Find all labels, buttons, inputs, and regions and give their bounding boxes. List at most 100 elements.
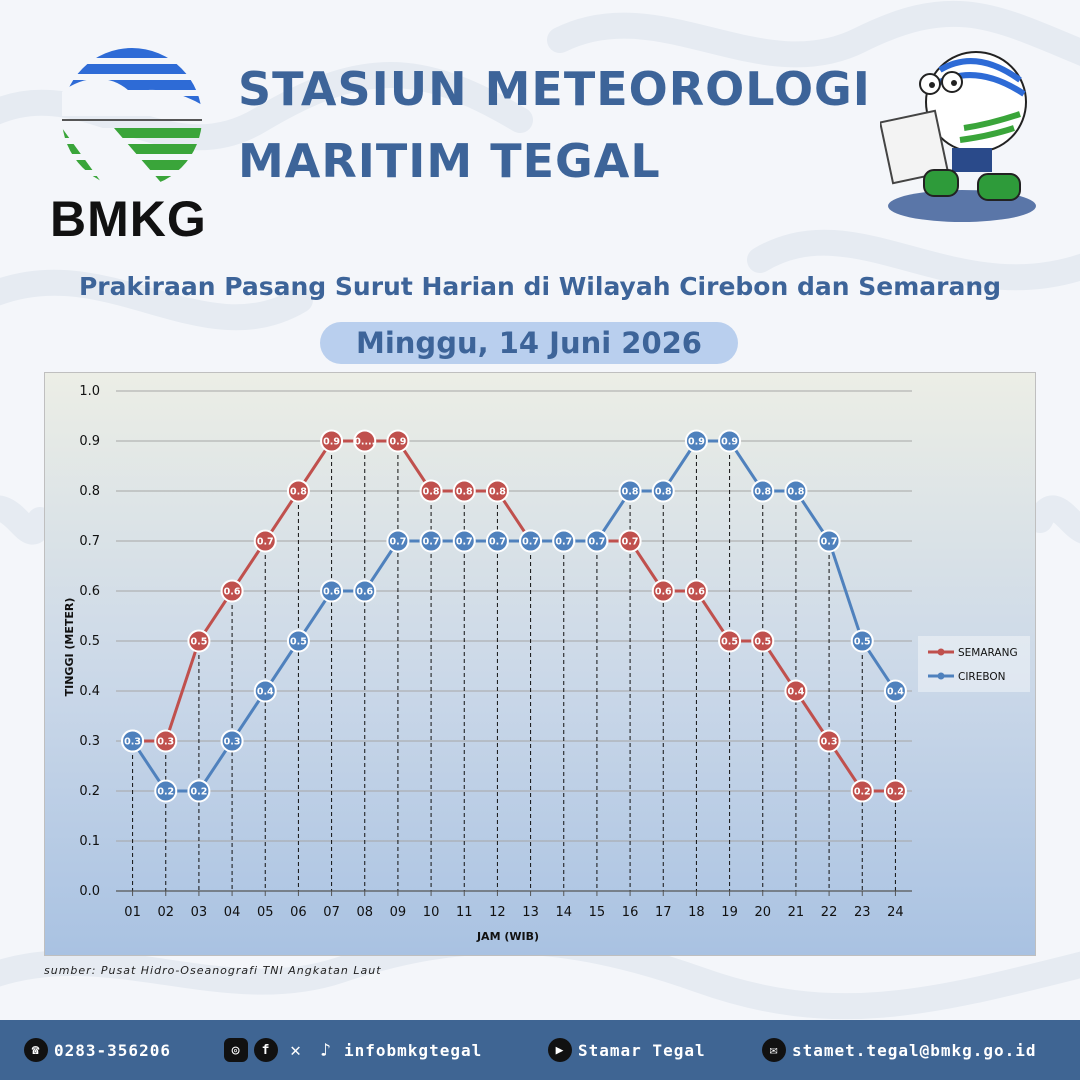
x-tick-label: 05 [257, 905, 274, 920]
data-point-semarang [220, 579, 244, 603]
data-point-semarang [320, 429, 344, 453]
data-point-semarang [386, 429, 410, 453]
data-label-cirebon: 0.7 [423, 537, 440, 548]
data-label-cirebon: 0.5 [854, 637, 871, 648]
tide-chart: 0.3 0.3 0.5 0.6 0.7 0.8 0.9 0.... 0.9 0.8 0.8 0.8 0.… [44, 372, 1036, 956]
data-label-cirebon: 0.2 [190, 787, 207, 798]
x-tick-label: 18 [688, 905, 705, 920]
station-title-line2: MARITIM TEGAL [238, 134, 661, 188]
data-point-semarang [684, 579, 708, 603]
data-label-cirebon: 0.4 [257, 687, 274, 698]
y-tick-label: 0.1 [79, 834, 100, 849]
legend-box [918, 636, 1030, 692]
data-point-cirebon [784, 479, 808, 503]
x-tick-label: 19 [721, 905, 738, 920]
footer-email[interactable]: ✉ stamet.tegal@bmkg.go.id [762, 1020, 1037, 1080]
forecast-subtitle: Prakiraan Pasang Surut Harian di Wilayah… [78, 272, 1002, 301]
data-label-cirebon: 0.7 [522, 537, 539, 548]
data-label-cirebon: 0.7 [489, 537, 506, 548]
data-label-cirebon: 0.8 [622, 487, 639, 498]
data-label-cirebon: 0.9 [688, 437, 705, 448]
legend-label-cirebon: CIREBON [958, 671, 1006, 683]
x-tick-label: 02 [157, 905, 174, 920]
data-label-cirebon: 0.6 [356, 587, 373, 598]
data-point-semarang [850, 779, 874, 803]
data-point-semarang [751, 629, 775, 653]
data-label-cirebon: 0.8 [754, 487, 771, 498]
data-label-cirebon: 0.3 [124, 737, 141, 748]
phone-icon: ☎ [24, 1038, 48, 1062]
youtube-icon: ▶ [548, 1038, 572, 1062]
data-point-cirebon [585, 529, 609, 553]
x-tick-label: 23 [854, 905, 871, 920]
x-tick-label: 12 [489, 905, 506, 920]
data-label-cirebon: 0.7 [588, 537, 605, 548]
footer-youtube[interactable]: ▶ Stamar Tegal [548, 1020, 706, 1080]
station-title-line1: STASIUN METEOROLOGI [238, 62, 871, 116]
data-label-cirebon: 0.8 [655, 487, 672, 498]
data-label-semarang: 0.3 [157, 737, 174, 748]
data-point-cirebon [253, 679, 277, 703]
data-point-cirebon [220, 729, 244, 753]
date-badge: Minggu, 14 Juni 2026 [320, 322, 738, 364]
mascot-illustration [880, 51, 1036, 222]
facebook-icon: f [254, 1038, 278, 1062]
footer-social[interactable]: ◎ f ✕ ♪ infobmkgtegal [224, 1020, 482, 1080]
data-label-semarang: 0.8 [456, 487, 473, 498]
data-point-semarang [419, 479, 443, 503]
data-label-cirebon: 0.8 [787, 487, 804, 498]
data-point-cirebon [154, 779, 178, 803]
social-handle: infobmkgtegal [344, 1040, 483, 1060]
bmkg-logo [62, 48, 204, 186]
data-point-cirebon [751, 479, 775, 503]
x-tick-label: 21 [788, 905, 805, 920]
instagram-icon: ◎ [224, 1038, 248, 1062]
email-address: stamet.tegal@bmkg.go.id [792, 1040, 1037, 1060]
data-point-cirebon [286, 629, 310, 653]
data-point-cirebon [850, 629, 874, 653]
data-point-semarang [883, 779, 907, 803]
x-tick-label: 13 [522, 905, 539, 920]
data-point-cirebon [320, 579, 344, 603]
y-tick-label: 0.2 [79, 784, 100, 799]
youtube-channel: Stamar Tegal [578, 1040, 706, 1060]
footer-phone[interactable]: ☎ 0283-356206 [24, 1020, 171, 1080]
data-point-semarang [718, 629, 742, 653]
data-label-cirebon: 0.6 [323, 587, 340, 598]
data-point-cirebon [552, 529, 576, 553]
data-label-semarang: 0.8 [290, 487, 307, 498]
data-point-semarang [452, 479, 476, 503]
data-label-semarang: 0.7 [257, 537, 274, 548]
data-point-semarang [651, 579, 675, 603]
data-point-semarang [618, 529, 642, 553]
data-point-cirebon [618, 479, 642, 503]
data-point-semarang [784, 679, 808, 703]
y-tick-label: 0.6 [79, 584, 100, 599]
data-point-cirebon [718, 429, 742, 453]
data-point-cirebon [452, 529, 476, 553]
data-label-semarang: 0.6 [688, 587, 705, 598]
legend-marker-semarang [937, 648, 945, 656]
data-label-semarang: 0.3 [821, 737, 838, 748]
data-point-cirebon [386, 529, 410, 553]
data-label-semarang: 0.9 [323, 437, 340, 448]
x-tick-label: 22 [821, 905, 838, 920]
data-label-semarang: 0.8 [489, 487, 506, 498]
data-label-semarang: 0.8 [423, 487, 440, 498]
data-point-cirebon [883, 679, 907, 703]
x-axis-title: JAM (WIB) [476, 930, 539, 943]
legend-marker-cirebon [937, 672, 945, 680]
chart-legend: SEMARANG CIREBON [918, 636, 1030, 692]
x-tick-label: 10 [423, 905, 440, 920]
data-label-cirebon: 0.2 [157, 787, 174, 798]
data-point-semarang [817, 729, 841, 753]
data-label-cirebon: 0.7 [555, 537, 572, 548]
data-label-semarang: 0.... [354, 437, 375, 448]
data-point-cirebon [353, 579, 377, 603]
data-point-cirebon [121, 729, 145, 753]
data-point-semarang [253, 529, 277, 553]
data-label-semarang: 0.2 [854, 787, 871, 798]
x-icon: ✕ [290, 1039, 302, 1061]
y-axis-title: TINGGI (METER) [63, 598, 76, 697]
data-point-semarang [187, 629, 211, 653]
